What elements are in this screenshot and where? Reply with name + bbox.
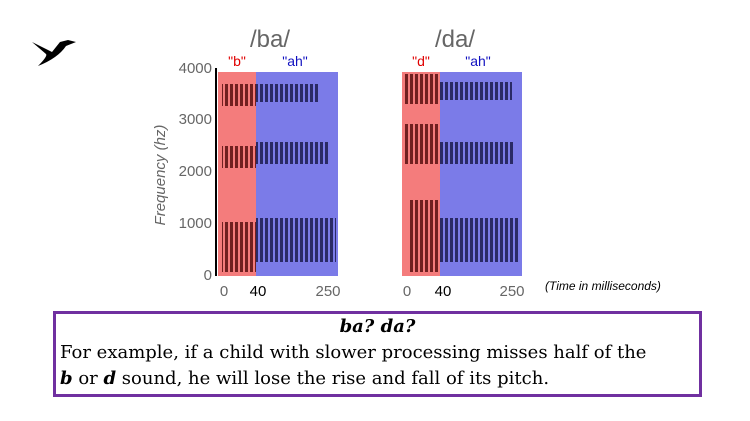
panel-label: /da/ [435, 26, 475, 53]
y-tick-label: 1000 [179, 215, 212, 232]
x-tick-label: 40 [435, 283, 452, 300]
logo [32, 40, 76, 66]
caption-line: b or d sound, he will lose the rise and … [60, 366, 695, 392]
panel-label: /ba/ [250, 26, 290, 53]
x-tick-label: 250 [315, 283, 340, 300]
consonant-label: "d" [412, 53, 430, 69]
y-tick-label: 4000 [179, 60, 212, 77]
text: or [72, 368, 104, 389]
x-tick-label: 40 [250, 283, 267, 300]
spectrogram-figure: /ba/ "b" "ah" 0 40 250 /da/ "d" "ah" 0 4… [32, 26, 661, 300]
formants [404, 74, 518, 272]
x-tick-label: 0 [220, 283, 228, 300]
caption-box: ba? da? For example, if a child with slo… [53, 311, 702, 397]
text: sound, he will lose the rise and fall of… [116, 368, 550, 389]
consonant-label: "b" [228, 53, 246, 69]
y-tick-label: 0 [204, 267, 212, 284]
y-axis-label: Frequency (hz) [152, 125, 169, 226]
emphasis: b [60, 368, 73, 389]
x-tick-label: 250 [499, 283, 524, 300]
caption-title: ba? da? [339, 316, 416, 337]
x-axis-note: (Time in milliseconds) [545, 279, 661, 293]
formants [222, 84, 336, 272]
vowel-label: "ah" [465, 53, 491, 69]
vowel-label: "ah" [282, 53, 308, 69]
x-tick-label: 0 [403, 283, 411, 300]
y-tick-label: 2000 [179, 163, 212, 180]
y-tick-label: 3000 [179, 111, 212, 128]
caption-line: For example, if a child with slower proc… [60, 342, 647, 363]
emphasis: d [103, 368, 117, 389]
